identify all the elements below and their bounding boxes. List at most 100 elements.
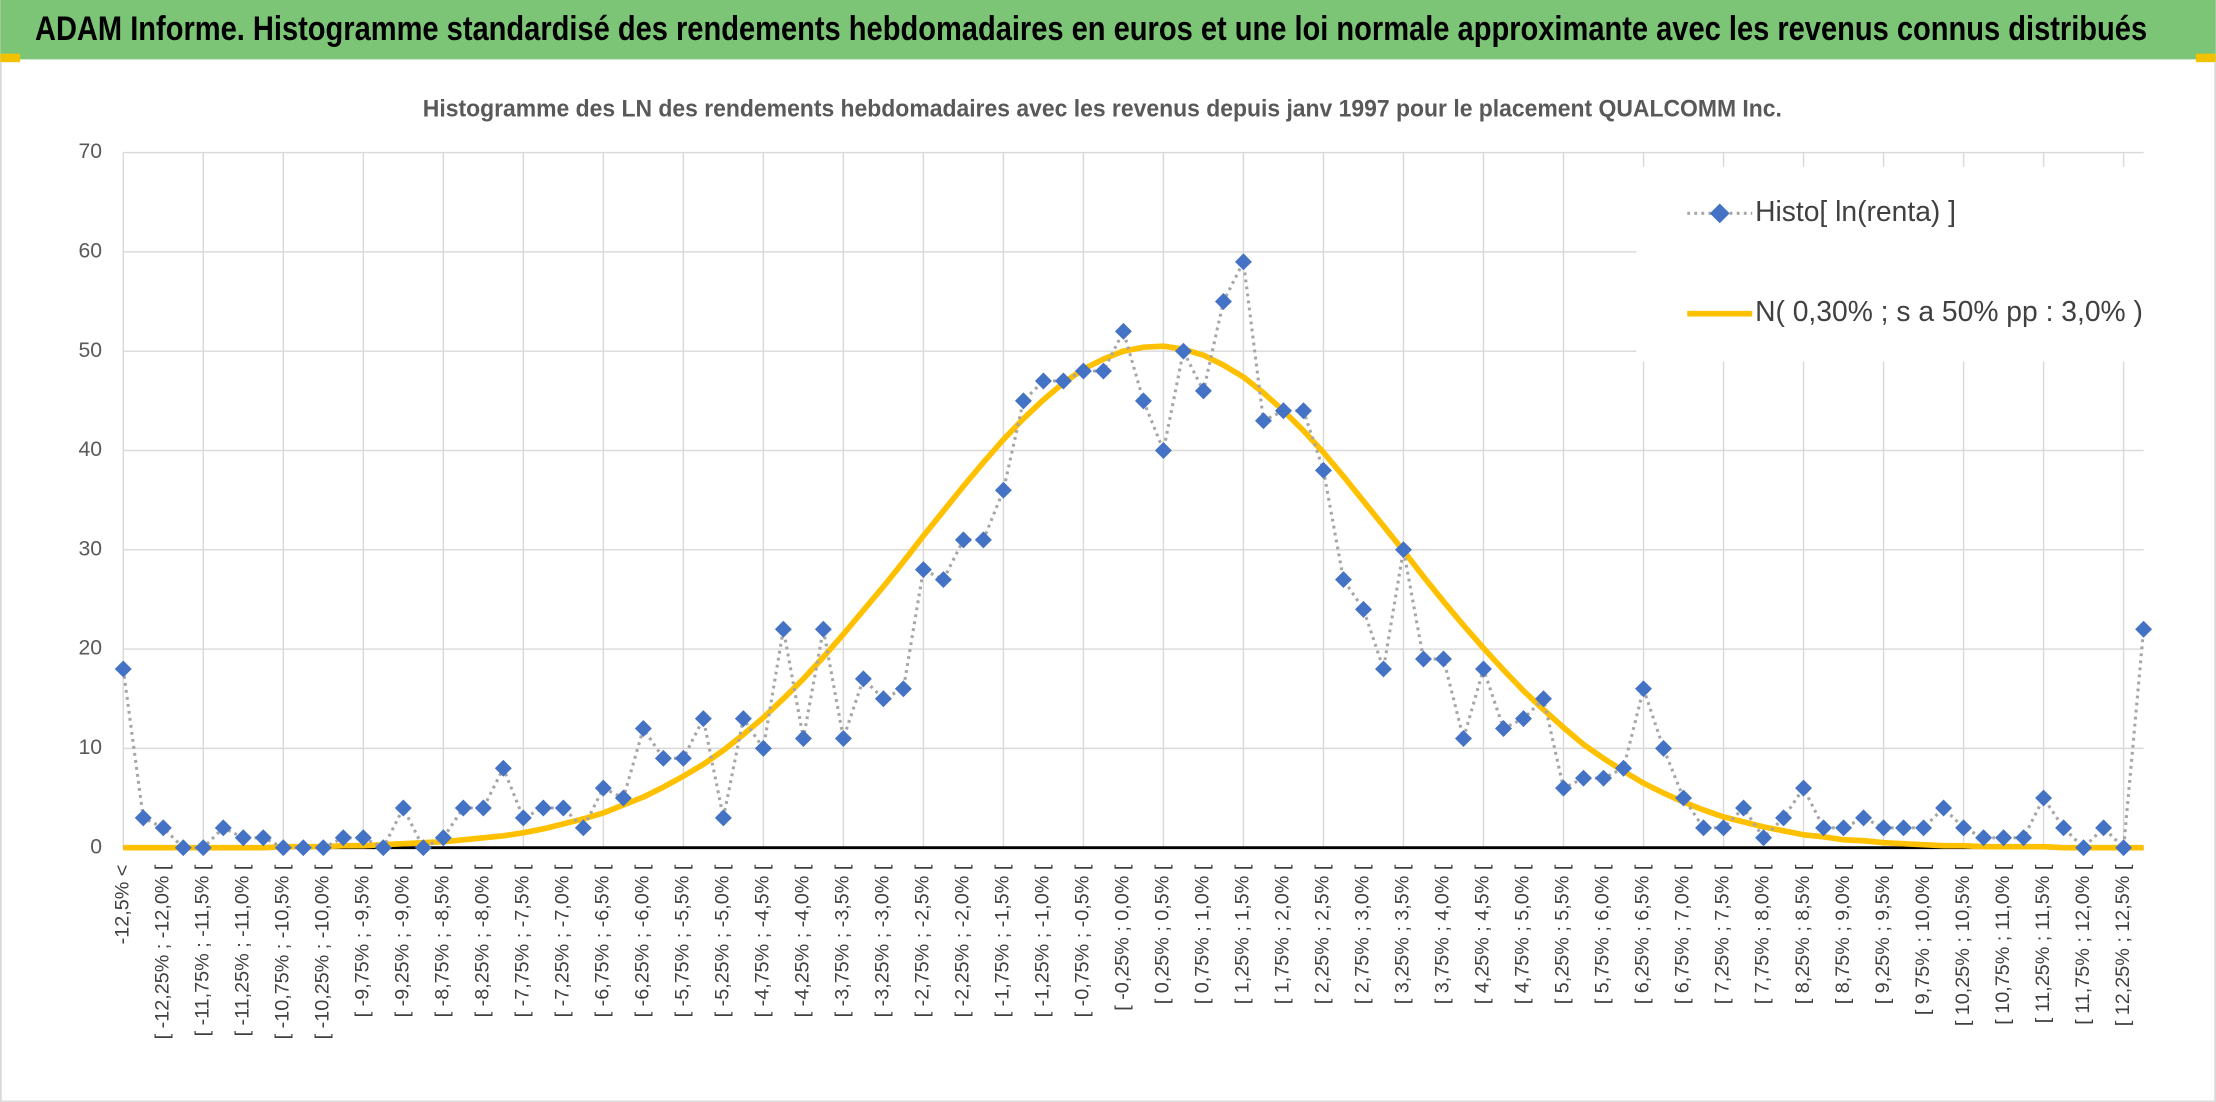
data-point xyxy=(814,620,832,638)
x-tick-label: [ 6,25% ; 6,5% [ xyxy=(1632,864,1654,1004)
x-tick-label: [ 11,25% ; 11,5% [ xyxy=(2032,864,2054,1023)
x-tick-label: [ -1,75% ; -1,5% [ xyxy=(992,864,1014,1017)
legend-label: N( 0,30% ; s a 50% pp : 3,0% ) xyxy=(1755,295,2143,327)
y-tick-label: 30 xyxy=(78,537,102,560)
data-point xyxy=(934,571,952,589)
data-point xyxy=(174,839,192,857)
data-point xyxy=(1194,382,1212,400)
y-tick-label: 40 xyxy=(78,438,102,461)
data-point xyxy=(1515,710,1532,728)
x-tick-label: [ -5,25% ; -5,0% [ xyxy=(712,864,734,1017)
data-point xyxy=(1314,461,1332,479)
data-point xyxy=(1775,809,1793,827)
data-point xyxy=(334,829,352,847)
data-point xyxy=(2035,789,2053,807)
x-tick-label: [ -0,75% ; -0,5% [ xyxy=(1072,864,1094,1017)
data-point xyxy=(994,481,1012,499)
data-point xyxy=(754,739,772,757)
header-corner xyxy=(0,53,21,63)
x-tick-label: [ 10,75% ; 11,0% [ xyxy=(1992,864,2014,1025)
header-title: ADAM Informe. Histogramme standardisé de… xyxy=(35,10,2147,48)
data-point xyxy=(374,839,392,857)
data-point xyxy=(834,729,852,747)
data-point xyxy=(614,789,632,807)
data-point xyxy=(914,561,932,579)
y-tick-label: 10 xyxy=(78,736,102,759)
x-tick-label: [ 9,25% ; 9,5% [ xyxy=(1872,864,1894,1004)
data-point xyxy=(294,839,312,857)
data-point xyxy=(554,799,572,817)
y-tick-label: 70 xyxy=(78,140,102,163)
x-tick-label: [ 8,75% ; 9,0% [ xyxy=(1832,864,1854,1004)
data-point xyxy=(1695,819,1713,837)
data-point xyxy=(1735,799,1753,817)
data-point xyxy=(1374,660,1392,678)
data-point xyxy=(1234,253,1252,271)
data-point xyxy=(2115,839,2133,857)
data-point xyxy=(1134,392,1152,410)
data-point xyxy=(2015,829,2033,847)
x-tick-label: [ -2,75% ; -2,5% [ xyxy=(912,864,934,1017)
data-point xyxy=(1475,660,1492,678)
data-point xyxy=(494,759,512,777)
x-tick-label: [ 8,25% ; 8,5% [ xyxy=(1792,864,1814,1004)
x-tick-label: [ 1,25% ; 1,5% [ xyxy=(1232,864,1254,1004)
data-point xyxy=(2055,819,2073,837)
data-point xyxy=(134,809,152,827)
x-tick-label: [ 1,75% ; 2,0% [ xyxy=(1272,864,1294,1004)
data-point xyxy=(1415,650,1432,668)
data-point xyxy=(1054,372,1072,390)
data-point xyxy=(734,710,752,728)
data-point xyxy=(974,531,992,549)
data-point xyxy=(894,680,912,698)
x-tick-label: [ -4,75% ; -4,5% [ xyxy=(752,864,774,1017)
x-tick-label: [ 9,75% ; 10,0% [ xyxy=(1912,864,1934,1015)
data-point xyxy=(1455,729,1472,747)
x-tick-label: [ 10,25% ; 10,5% [ xyxy=(1952,864,1974,1026)
x-tick-label: [ 5,25% ; 5,5% [ xyxy=(1552,864,1574,1004)
x-tick-label: [ -1,25% ; -1,0% [ xyxy=(1032,864,1054,1017)
data-point xyxy=(794,729,812,747)
data-point xyxy=(114,660,132,678)
x-tick-label: -12,5% < xyxy=(111,865,133,945)
x-tick-label: [ 12,25% ; 12,5% [ xyxy=(2112,864,2134,1026)
x-tick-label: [ 2,75% ; 3,0% [ xyxy=(1352,864,1374,1004)
legend-box xyxy=(1636,166,2148,362)
x-tick-label: [ 3,25% ; 3,5% [ xyxy=(1392,864,1414,1004)
x-tick-label: [ 3,75% ; 4,0% [ xyxy=(1432,864,1454,1004)
x-tick-label: [ -7,25% ; -7,0% [ xyxy=(552,864,574,1017)
data-point xyxy=(274,839,292,857)
data-point xyxy=(1835,819,1853,837)
data-point xyxy=(474,799,492,817)
data-point xyxy=(1995,829,2013,847)
x-tick-label: [ -3,25% ; -3,0% [ xyxy=(872,864,894,1017)
data-point xyxy=(574,819,592,837)
data-point xyxy=(354,829,372,847)
data-point xyxy=(1014,392,1032,410)
y-tick-label: 60 xyxy=(78,239,102,262)
data-point xyxy=(1715,819,1733,837)
data-point xyxy=(2095,819,2113,837)
data-point xyxy=(1555,779,1572,797)
legend-label: Histo[ ln(renta) ] xyxy=(1755,195,1956,227)
x-tick-label: [ 5,75% ; 6,0% [ xyxy=(1592,864,1614,1004)
data-point xyxy=(634,720,652,738)
data-point xyxy=(1114,322,1132,340)
x-tick-label: [ 7,25% ; 7,5% [ xyxy=(1712,864,1734,1004)
header-corner xyxy=(2195,53,2216,63)
data-point xyxy=(414,839,432,857)
data-point xyxy=(1495,720,1512,738)
data-point xyxy=(1254,412,1272,430)
data-point xyxy=(714,809,732,827)
chart-title: Histogramme des LN des rendements hebdom… xyxy=(423,96,1782,123)
data-point xyxy=(1214,293,1232,311)
data-point xyxy=(314,839,332,857)
data-point xyxy=(594,779,612,797)
data-point xyxy=(1174,342,1192,360)
data-point xyxy=(434,829,452,847)
data-point xyxy=(774,620,792,638)
x-tick-label: [ -11,25% ; -11,0% [ xyxy=(232,864,254,1036)
data-point xyxy=(1755,829,1773,847)
data-point xyxy=(1535,690,1552,708)
data-point xyxy=(954,531,972,549)
